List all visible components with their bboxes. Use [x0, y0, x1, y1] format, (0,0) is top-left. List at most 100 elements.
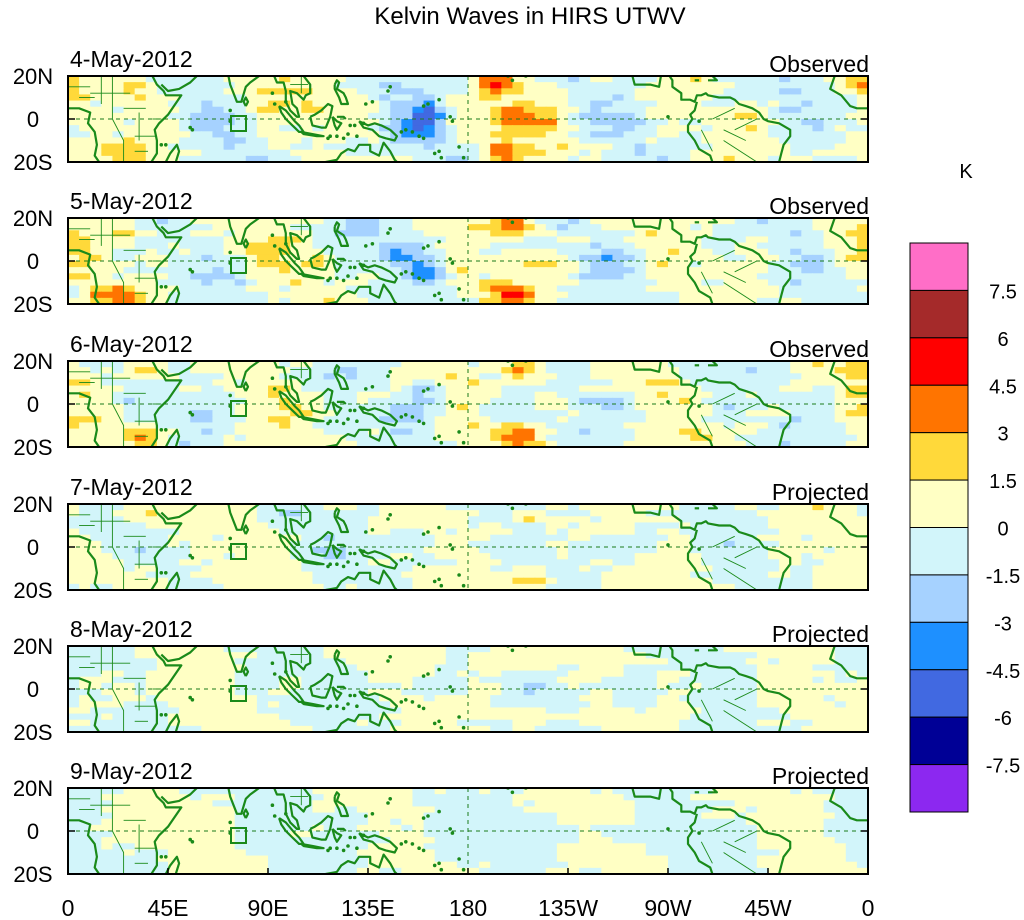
island: [188, 267, 192, 272]
field-cell: [845, 94, 858, 102]
field-cell: [656, 236, 669, 244]
field-cell: [701, 242, 714, 250]
field-cell: [534, 76, 547, 83]
field-cell: [690, 682, 702, 690]
field-cell: [234, 528, 247, 536]
field-cell: [712, 155, 725, 162]
field-cell: [379, 670, 391, 678]
field-cell: [834, 88, 847, 96]
field-cell: [145, 285, 158, 293]
field-cell: [145, 137, 158, 145]
field-cell: [356, 577, 369, 585]
field-cell: [345, 391, 358, 399]
field-cell: [645, 504, 658, 511]
field-cell: [390, 522, 402, 530]
field-cell: [701, 273, 714, 281]
field-cell: [212, 428, 225, 436]
field-cell: [90, 379, 102, 387]
field-cell: [579, 137, 591, 145]
field-cell: [456, 385, 469, 393]
field-cell: [812, 646, 825, 653]
field-cell: [712, 273, 725, 281]
field-cell: [468, 391, 480, 399]
field-cell: [356, 379, 369, 387]
field-cell: [556, 434, 569, 442]
field-cell: [145, 248, 158, 256]
field-cell: [256, 119, 269, 126]
field-cell: [801, 242, 814, 250]
field-cell: [645, 397, 658, 405]
field-cell: [345, 236, 358, 244]
field-cell: [601, 285, 614, 293]
y-tick-label: 20S: [13, 435, 52, 460]
field-cell: [801, 88, 814, 96]
field-cell: [534, 218, 547, 225]
field-cell: [379, 143, 391, 151]
field-cell: [512, 440, 525, 447]
field-cell: [390, 155, 402, 162]
field-cell: [701, 367, 714, 374]
field-cell: [112, 577, 125, 585]
field-cell: [768, 285, 780, 293]
field-cell: [179, 689, 191, 696]
field-cell: [134, 125, 147, 132]
field-cell: [668, 137, 680, 145]
field-cell: [101, 434, 114, 442]
field-cell: [568, 242, 580, 250]
field-cell: [490, 88, 502, 96]
field-cell: [812, 577, 825, 585]
field-cell: [79, 428, 91, 436]
field-cell: [412, 577, 425, 585]
field-cell: [834, 94, 847, 102]
field-cell: [279, 553, 291, 560]
field-cell: [256, 106, 269, 114]
field-cell: [701, 522, 714, 530]
field-cell: [479, 689, 491, 696]
field-cell: [512, 88, 525, 96]
field-cell: [668, 510, 680, 517]
field-cell: [379, 242, 391, 250]
field-cell: [734, 267, 747, 274]
field-cell: [790, 434, 802, 442]
field-cell: [823, 397, 836, 405]
field-cell: [523, 143, 536, 151]
field-cell: [301, 261, 314, 268]
field-cell: [690, 559, 702, 567]
field-cell: [134, 373, 147, 381]
field-cell: [579, 658, 591, 666]
field-cell: [723, 297, 736, 304]
field-cell: [556, 373, 569, 381]
field-cell: [379, 236, 391, 244]
field-cell: [556, 510, 569, 517]
field-cell: [501, 361, 514, 368]
field-cell: [779, 428, 791, 436]
field-cell: [190, 254, 202, 262]
field-cell: [745, 565, 758, 573]
field-cell: [834, 242, 847, 250]
field-cell: [745, 391, 758, 399]
field-cell: [756, 285, 769, 293]
field-cell: [245, 565, 258, 573]
field-cell: [579, 559, 591, 567]
field-cell: [179, 410, 191, 417]
field-cell: [190, 112, 202, 120]
country-boundary: [734, 260, 758, 273]
field-cell: [512, 379, 525, 387]
field-cell: [256, 397, 269, 405]
field-cell: [456, 516, 469, 524]
field-cell: [601, 155, 614, 162]
field-cell: [179, 422, 191, 430]
field-cell: [101, 279, 114, 287]
field-cell: [79, 218, 91, 225]
coastline: [324, 569, 399, 590]
field-cell: [856, 416, 868, 424]
field-cell: [690, 516, 702, 524]
field-cell: [256, 82, 269, 89]
field-cell: [301, 112, 314, 120]
field-cell: [534, 670, 547, 678]
field-cell: [368, 267, 380, 274]
field-cell: [401, 652, 414, 659]
field-cell: [579, 88, 591, 96]
field-cell: [112, 361, 125, 368]
field-cell: [779, 391, 791, 399]
